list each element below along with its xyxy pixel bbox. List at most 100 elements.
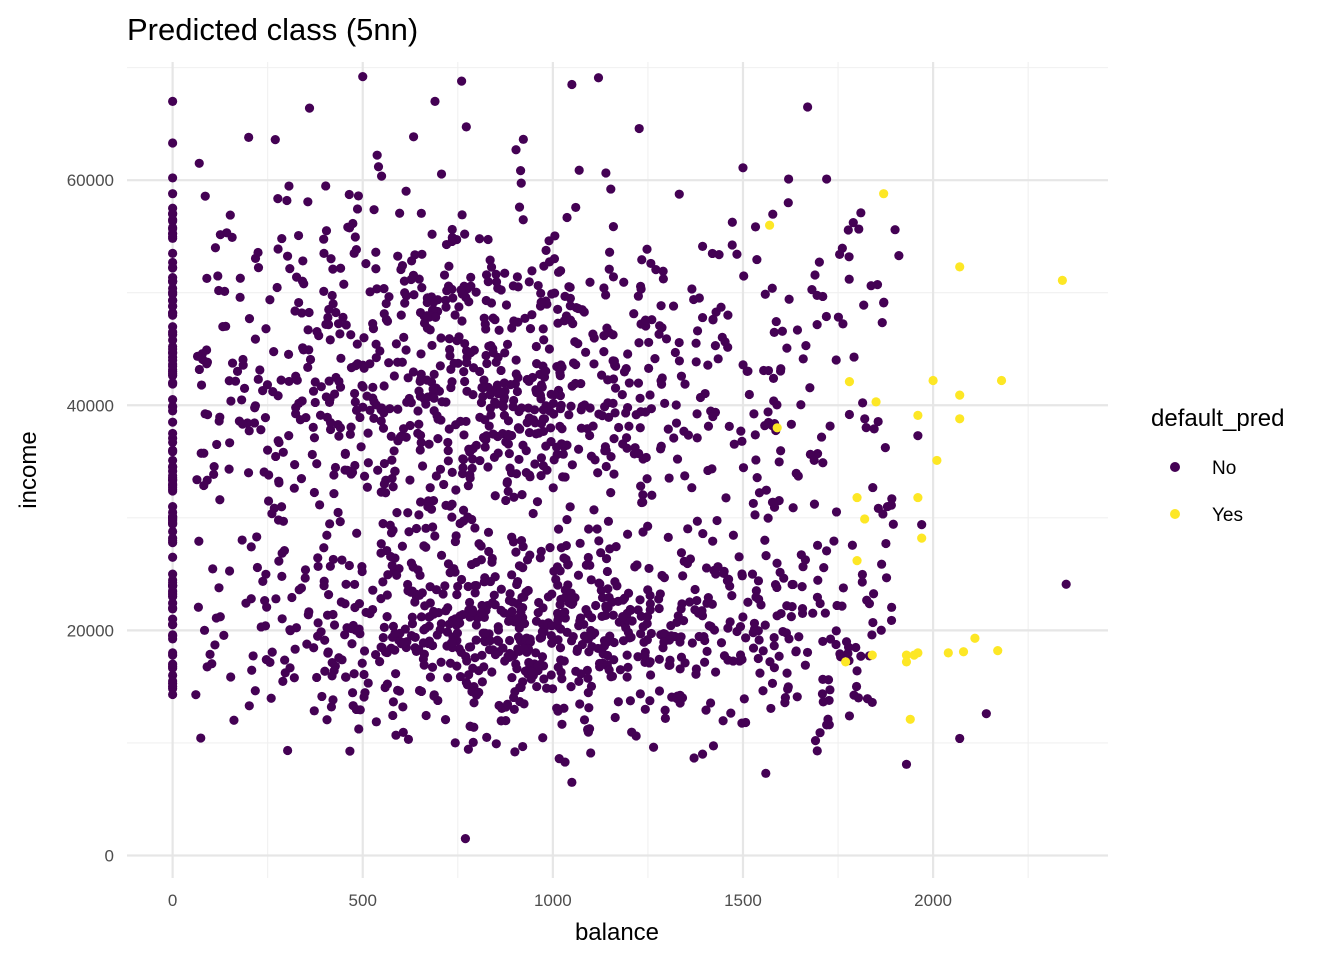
- point-no: [282, 251, 293, 261]
- point-no: [837, 601, 847, 611]
- grid-minor: [127, 62, 1108, 878]
- point-no: [692, 326, 703, 336]
- point-no: [194, 158, 204, 168]
- point-no: [461, 651, 471, 662]
- point-no: [703, 592, 713, 603]
- point-no: [293, 230, 304, 241]
- point-no: [711, 569, 721, 579]
- point-no: [209, 462, 219, 472]
- point-no: [424, 439, 434, 449]
- point-no: [450, 310, 460, 320]
- point-no: [452, 336, 462, 346]
- point-no: [484, 546, 494, 557]
- point-no: [427, 662, 438, 672]
- point-no: [817, 689, 828, 699]
- point-no: [237, 395, 247, 405]
- point-no: [728, 656, 738, 666]
- point-no: [772, 558, 782, 568]
- point-no: [511, 145, 521, 155]
- point-no: [285, 663, 295, 673]
- point-no: [312, 459, 322, 469]
- legend-key-no: [1170, 462, 1180, 472]
- point-no: [638, 497, 648, 507]
- point-no: [457, 210, 467, 220]
- point-no: [511, 547, 521, 557]
- point-no: [808, 608, 818, 618]
- point-no: [408, 367, 419, 377]
- point-no: [415, 497, 426, 507]
- point-no: [583, 727, 593, 737]
- point-no: [709, 625, 720, 635]
- point-no: [623, 349, 633, 359]
- point-no: [168, 401, 178, 412]
- point-no: [864, 599, 875, 609]
- point-no: [322, 715, 332, 725]
- point-no: [371, 339, 381, 349]
- point-no: [650, 353, 660, 364]
- point-no: [665, 655, 675, 665]
- point-no: [760, 535, 770, 545]
- point-no: [913, 431, 923, 441]
- point-no: [403, 508, 413, 518]
- point-no: [494, 325, 504, 335]
- point-no: [491, 739, 501, 749]
- point-no: [783, 682, 793, 692]
- point-no: [327, 290, 337, 301]
- point-no: [553, 267, 564, 277]
- point-no: [503, 429, 513, 440]
- point-yes: [932, 455, 942, 466]
- point-no: [800, 555, 811, 565]
- point-no: [359, 363, 369, 373]
- point-no: [601, 554, 612, 564]
- point-no: [324, 304, 334, 315]
- point-no: [505, 589, 515, 599]
- point-no: [359, 471, 370, 481]
- point-no: [168, 682, 178, 692]
- point-no: [315, 500, 325, 510]
- point-no: [379, 381, 389, 391]
- point-no: [512, 272, 522, 282]
- legend-key-yes: [1170, 509, 1180, 519]
- point-no: [407, 612, 417, 622]
- point-no: [255, 365, 265, 375]
- point-no: [697, 606, 707, 616]
- point-no: [543, 592, 553, 602]
- point-no: [455, 671, 466, 682]
- point-no: [485, 403, 495, 413]
- point-no: [235, 292, 245, 302]
- point-no: [465, 473, 475, 483]
- point-no: [615, 665, 626, 675]
- point-no: [469, 722, 479, 732]
- point-no: [390, 645, 400, 655]
- point-no: [579, 631, 590, 641]
- point-no: [512, 664, 522, 674]
- point-no: [981, 709, 991, 719]
- point-no: [278, 676, 288, 687]
- point-no: [514, 561, 525, 571]
- point-no: [337, 555, 347, 565]
- point-no: [340, 630, 350, 640]
- point-no: [608, 398, 618, 408]
- point-no: [390, 466, 400, 476]
- point-no: [566, 401, 576, 411]
- point-no: [269, 347, 279, 357]
- point-no: [496, 365, 506, 376]
- point-no: [498, 643, 508, 653]
- point-no: [610, 712, 620, 723]
- point-no: [535, 390, 546, 400]
- point-no: [685, 554, 696, 564]
- point-no: [481, 350, 491, 361]
- point-no: [633, 652, 643, 662]
- point-no: [296, 474, 307, 484]
- point-no: [447, 512, 457, 522]
- point-no: [344, 223, 355, 233]
- point-no: [544, 344, 554, 354]
- point-no: [816, 432, 827, 442]
- point-no: [227, 358, 238, 368]
- point-no: [308, 422, 318, 432]
- x-tick-label: 2000: [914, 891, 952, 910]
- point-no: [687, 284, 697, 294]
- point-no: [608, 330, 618, 340]
- point-no: [618, 612, 628, 622]
- point-no: [691, 357, 701, 367]
